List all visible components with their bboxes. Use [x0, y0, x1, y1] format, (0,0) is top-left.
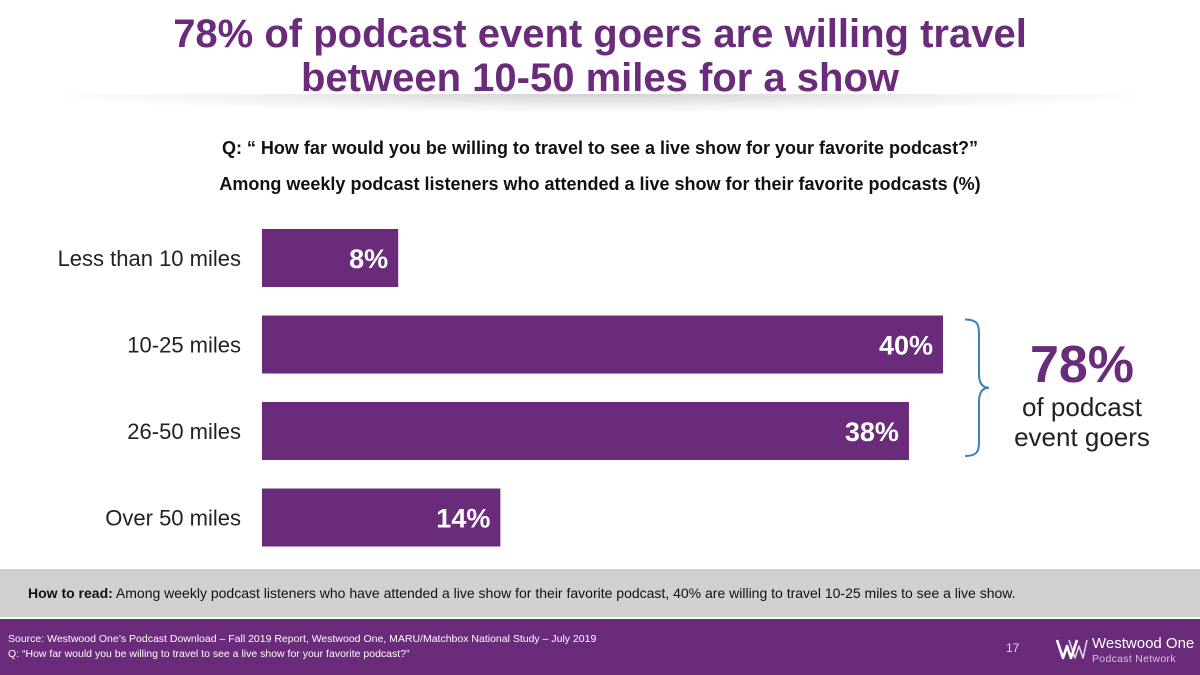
how-to-read-label: How to read:	[28, 585, 113, 601]
base-text: Among weekly podcast listeners who atten…	[219, 174, 981, 194]
category-label-1: 10-25 miles	[127, 333, 241, 358]
value-label-2: 38%	[845, 417, 899, 447]
footer: Source: Westwood One’s Podcast Download …	[0, 619, 1200, 675]
category-label-2: 26-50 miles	[127, 419, 241, 444]
value-label-0: 8%	[349, 244, 388, 274]
title-line-2: between 10-50 miles for a show	[301, 56, 899, 100]
bar-0	[262, 229, 399, 287]
category-label-0: Less than 10 miles	[58, 246, 241, 271]
value-label-3: 14%	[436, 504, 490, 534]
how-to-read-bar: How to read: Among weekly podcast listen…	[0, 569, 1200, 617]
question-text: Q: “ How far would you be willing to tra…	[221, 138, 979, 158]
bar-1	[262, 315, 943, 374]
annotation-value: 78%	[1030, 336, 1134, 394]
bar-2	[262, 402, 909, 460]
value-label-1: 40%	[879, 331, 933, 361]
logo-text-primary: Westwood One	[1092, 635, 1195, 652]
annotation-brace	[964, 318, 990, 457]
logo-mark-icon	[1056, 639, 1088, 660]
source-line-1: Source: Westwood One’s Podcast Download …	[8, 633, 597, 645]
page-number: 17	[1006, 641, 1020, 655]
westwood-one-logo: Westwood One Podcast Network	[1056, 633, 1196, 667]
title-shadow	[60, 94, 1140, 112]
how-to-read-text: Among weekly podcast listeners who have …	[115, 585, 1016, 601]
source-line-2: Q: “How far would you be willing to trav…	[8, 648, 410, 660]
bar-3	[262, 488, 501, 547]
bar-chart: Less than 10 miles 8% 10-25 miles 40% 26-50 …	[58, 229, 1150, 547]
source-note: Source: Westwood One’s Podcast Download …	[8, 632, 596, 662]
title-line-1: 78% of podcast event goers are willing t…	[173, 12, 1027, 56]
category-label-3: Over 50 miles	[105, 506, 241, 531]
annotation-text-line-2: event goers	[1014, 422, 1150, 452]
logo-text-secondary: Podcast Network	[1092, 653, 1176, 665]
page-title: 78% of podcast event goers are willing t…	[0, 12, 1200, 100]
annotation-text-line-1: of podcast	[1022, 392, 1143, 422]
